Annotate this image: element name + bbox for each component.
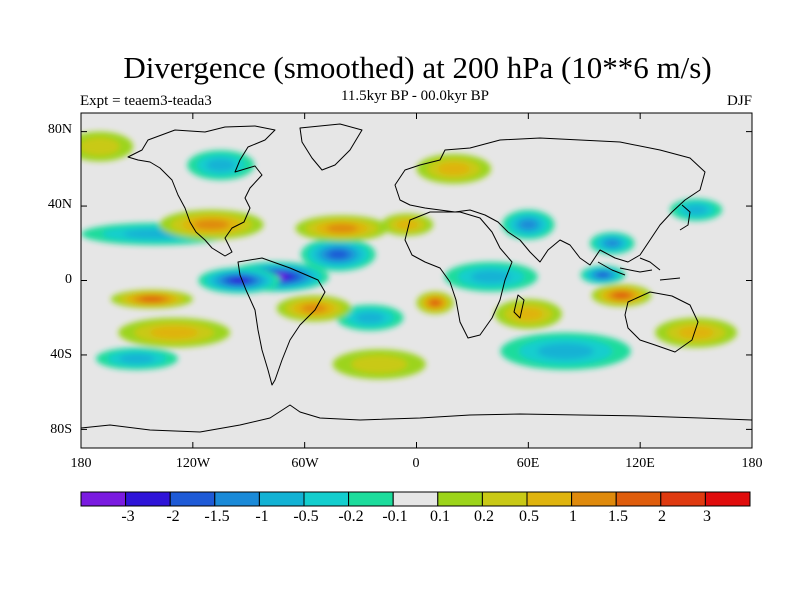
lat-label-80s: 80S	[50, 422, 72, 437]
lon-label-120e: 120E	[625, 456, 655, 471]
divergence-cell	[678, 326, 714, 339]
colorbar-label: 3	[703, 508, 711, 525]
divergence-cell	[596, 272, 609, 278]
lat-label-40n: 40N	[47, 197, 72, 212]
colorbar-label: 2	[658, 508, 666, 525]
map-subtitle: 11.5kyr BP - 00.0kyr BP	[340, 88, 490, 104]
colorbar-swatch	[80, 491, 127, 507]
coastline-north-america	[127, 125, 276, 257]
divergence-cell	[119, 353, 155, 364]
divergence-cell	[326, 224, 358, 233]
colorbar-swatch	[704, 491, 751, 507]
colorbar-label: -1	[255, 508, 269, 525]
colorbar-swatch	[258, 491, 305, 507]
colorbar-swatch	[348, 491, 394, 507]
colorbar-swatch	[169, 491, 216, 507]
colorbar-label: 1	[569, 508, 577, 525]
colorbar-label: -0.1	[382, 508, 408, 525]
axis-ticks	[80, 113, 753, 448]
divergence-cell	[437, 162, 470, 176]
lon-label-120w: 120W	[175, 456, 211, 471]
divergence-cell	[613, 292, 630, 299]
colorbar-swatch	[125, 491, 171, 507]
divergence-cell	[471, 270, 512, 284]
colorbar-swatch	[437, 491, 483, 507]
coastline-africa	[404, 211, 513, 339]
divergence-cell	[684, 204, 708, 215]
divergence-cell	[229, 277, 249, 284]
colorbar-swatch	[303, 491, 350, 507]
colorbar-swatch	[571, 491, 617, 507]
lon-label-0: 0	[412, 456, 420, 471]
colorbar-swatch	[392, 491, 439, 507]
coastline-japan	[679, 204, 691, 231]
colorbar-label: -2	[166, 508, 180, 525]
lon-label-180w: 180	[70, 456, 92, 471]
divergence-cell	[395, 219, 419, 230]
colorbar-label: -1.5	[204, 508, 230, 525]
colorbar-label: 0.2	[474, 508, 494, 525]
colorbar-label: 1.5	[608, 508, 628, 525]
coastline-eurasia	[394, 137, 706, 266]
colorbar-swatch	[526, 491, 573, 507]
divergence-cell	[513, 307, 543, 321]
divergence-cell	[301, 304, 327, 313]
divergence-cell	[194, 219, 229, 230]
lon-label-180e: 180	[741, 456, 763, 471]
divergence-cell	[81, 137, 120, 156]
season-label: DJF	[726, 93, 752, 109]
divergence-cell	[140, 296, 164, 302]
coastline-maritime-continent	[597, 257, 681, 281]
colorbar-label: -0.2	[338, 508, 364, 525]
divergence-cell	[150, 326, 199, 339]
lat-label-40s: 40S	[50, 347, 72, 362]
field-anomalies	[81, 131, 738, 380]
field-background	[81, 113, 752, 448]
experiment-label: Expt = teaem3-teada3	[80, 93, 212, 109]
colorbar-swatch	[214, 491, 260, 507]
divergence-cell	[604, 239, 620, 247]
coastline-madagascar	[513, 294, 525, 319]
divergence-cell	[537, 343, 594, 360]
divergence-cell	[351, 355, 408, 374]
coastline-greenland	[299, 123, 363, 171]
coastlines	[81, 123, 752, 433]
map-title: Divergence (smoothed) at 200 hPa (10**6 …	[123, 50, 712, 85]
colorbar-label: -3	[121, 508, 135, 525]
colorbar-swatch	[615, 491, 662, 507]
divergence-cell	[430, 299, 441, 306]
colorbar	[80, 491, 751, 507]
coastline-australia	[624, 291, 699, 353]
divergence-cell	[328, 249, 349, 260]
lon-label-60e: 60E	[516, 456, 540, 471]
divergence-cell	[519, 219, 538, 230]
colorbar-label: 0.5	[519, 508, 539, 525]
coastline-antarctica	[81, 404, 752, 433]
lat-label-0: 0	[65, 272, 72, 287]
lon-label-60w: 60W	[291, 456, 319, 471]
lat-label-80n: 80N	[47, 122, 72, 137]
divergence-cell	[206, 158, 236, 172]
colorbar-label: 0.1	[430, 508, 450, 525]
divergence-field	[81, 113, 752, 448]
colorbar-swatch	[481, 491, 528, 507]
divergence-cell	[355, 312, 385, 324]
colorbar-label: -0.5	[293, 508, 319, 525]
colorbar-swatch	[660, 491, 706, 507]
coastline-south-america	[237, 257, 326, 386]
